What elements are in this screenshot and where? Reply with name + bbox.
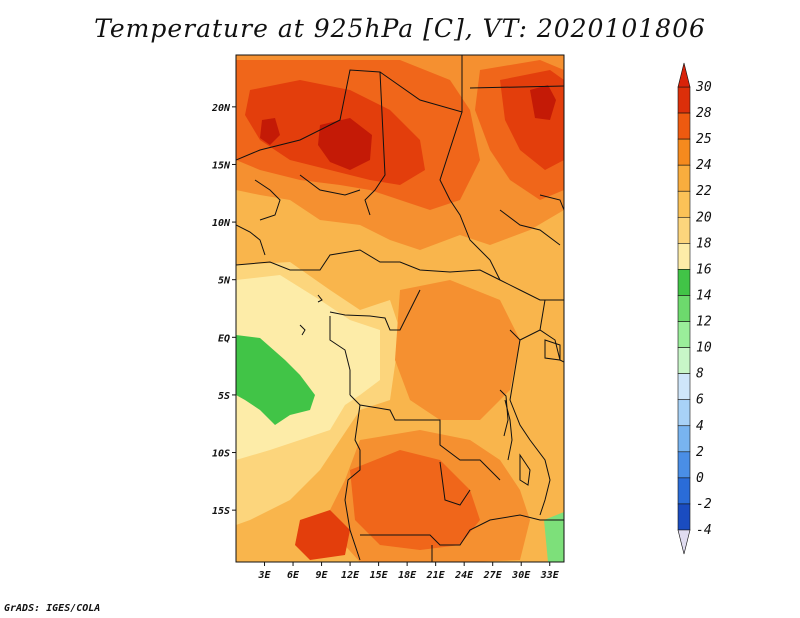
border-egypt-sudan [469, 85, 564, 89]
colorbar-label: 2 [696, 445, 704, 460]
border-gabon-congo [329, 289, 421, 331]
border-central [236, 249, 564, 301]
colorbar-swatch [677, 373, 691, 401]
x-tick-label: 12E [341, 570, 360, 581]
colorbar-label: 14 [696, 288, 712, 303]
border-niger-chad [299, 174, 361, 196]
y-tick-label: 5N [218, 276, 231, 287]
colorbar-swatch [677, 477, 691, 505]
border-uganda [519, 329, 564, 363]
field-14c-region [544, 512, 564, 562]
field-30c-region-east [530, 85, 556, 120]
x-tick-label: 33E [540, 570, 560, 581]
lake-victoria [544, 339, 561, 361]
colorbar-swatch [677, 451, 691, 479]
border-ethiopia [539, 194, 564, 211]
y-tick-label: 10S [212, 449, 230, 460]
border-rift-lakes [509, 329, 551, 516]
border-chad-sudan [439, 111, 501, 281]
colorbar-label: 0 [696, 471, 704, 486]
temperature-field [236, 55, 564, 562]
border-chad-niger [364, 71, 386, 216]
field-30c-region-west [260, 118, 280, 145]
colorbar-label: 28 [696, 106, 712, 121]
colorbar-label: 4 [696, 419, 704, 434]
border-nigeria-cameroon [236, 224, 266, 256]
field-30c-region-north [318, 118, 372, 170]
x-tick-label: 15E [370, 570, 389, 581]
border-angola-coast [344, 404, 361, 561]
border-zambia-west [439, 461, 471, 506]
colorbar-label: -2 [696, 497, 712, 512]
field-16c-region [236, 335, 315, 425]
colorbar-label: 25 [696, 132, 712, 147]
x-tick-label: 27E [483, 570, 503, 581]
x-tick-label: 18E [398, 570, 417, 581]
border-uganda-north [539, 299, 546, 331]
country-borders [236, 55, 564, 562]
field-25c-region-south [350, 450, 480, 550]
border-south-sudan [499, 209, 561, 246]
y-tick-label: EQ [218, 333, 230, 344]
colorbar-top-cap [677, 62, 691, 88]
colorbar-swatch [677, 347, 691, 374]
colorbar-label: 6 [696, 393, 704, 408]
x-tick-label: 6E [287, 570, 300, 581]
colorbar-swatch [677, 425, 691, 453]
colorbar-swatch [677, 243, 691, 270]
x-tick-label: 9E [316, 570, 329, 581]
colorbar-label: 24 [696, 158, 712, 173]
island-bioko [299, 324, 306, 336]
colorbar-swatch [677, 112, 691, 140]
colorbar-label: 30 [695, 80, 712, 95]
y-tick-label: 10N [212, 218, 231, 229]
colorbar-swatch [677, 138, 691, 166]
colorbar-swatch [677, 295, 691, 322]
colorbar-bottom-cap [677, 529, 691, 555]
colorbar-swatch [677, 269, 691, 296]
colorbar-swatch [677, 164, 691, 192]
island-small [317, 294, 323, 303]
y-tick-label: 5S [218, 391, 230, 402]
lake-malawi [519, 453, 531, 486]
colorbar-swatch [677, 503, 691, 531]
colorbar-swatch [677, 86, 691, 114]
colorbar-label: 22 [696, 184, 712, 199]
colorbar-label: 18 [696, 236, 712, 251]
y-axis: 20N 15N 10N 5N EQ 5S 10S 15S [211, 103, 236, 517]
border-namibia-zambia [360, 514, 564, 546]
colorbar-label: -4 [696, 523, 712, 538]
grads-credit: GrADS: IGES/COLA [4, 603, 101, 614]
x-tick-label: 24E [454, 570, 474, 581]
colorbar-label: 8 [696, 367, 704, 382]
x-axis: 3E 6E 9E 12E 15E 18E 21E 24E 27E 30E 33E [257, 562, 560, 581]
x-tick-label: 21E [426, 570, 446, 581]
x-tick-label: 3E [257, 570, 271, 581]
border-west-coast [329, 316, 351, 395]
colorbar-swatch [677, 216, 691, 244]
field-24c-region-central [395, 280, 520, 420]
border-angola-drc [349, 394, 501, 481]
border-north [236, 55, 463, 161]
x-tick-label: 30E [511, 570, 531, 581]
y-tick-label: 15S [212, 506, 230, 517]
colorbar-label: 16 [696, 262, 712, 277]
colorbar-label: 12 [696, 315, 712, 330]
map-frame [235, 54, 565, 563]
map-title: Temperature at 925hPa [C], VT: 202010180… [94, 14, 706, 43]
y-tick-label: 15N [212, 160, 231, 171]
colorbar-swatch [677, 321, 691, 348]
y-tick-label: 20N [211, 103, 231, 114]
colorbar-swatch [677, 399, 691, 427]
colorbar-label: 20 [696, 210, 712, 225]
lake-tanganyika-west [499, 389, 509, 437]
colorbar-swatch [677, 190, 691, 218]
field-28c-region-southwest [295, 510, 350, 560]
colorbar-label: 10 [696, 341, 712, 356]
border-nigeria-north [254, 179, 281, 221]
